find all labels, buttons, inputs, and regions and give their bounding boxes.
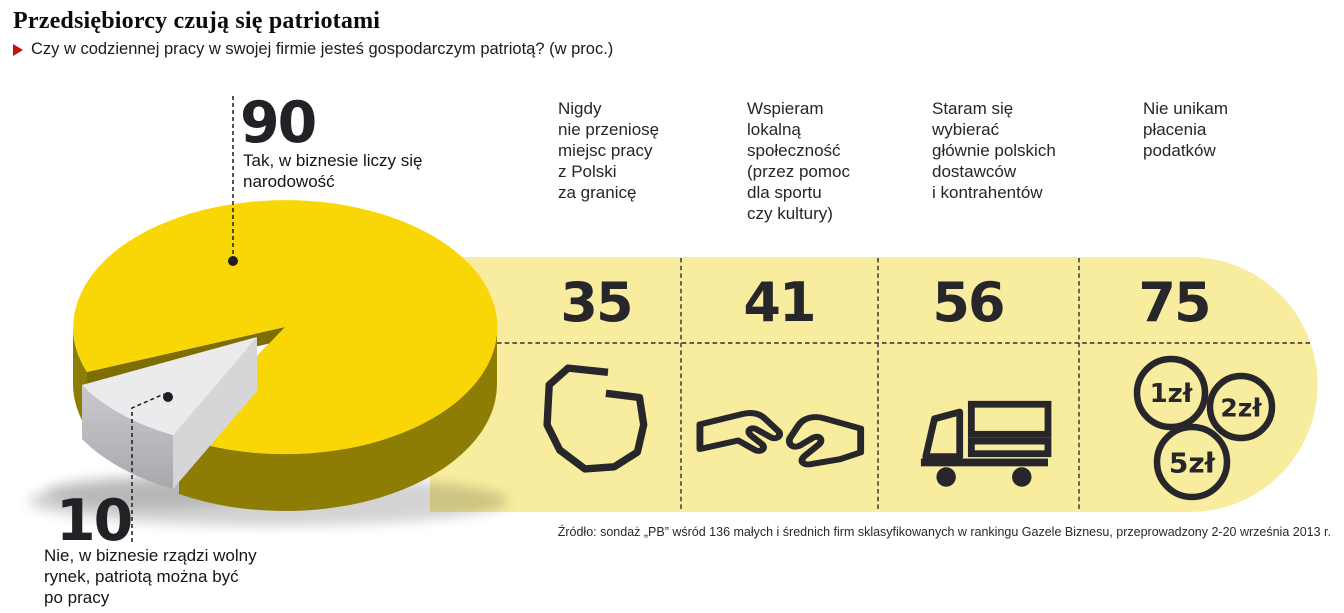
giving-hands-icon bbox=[696, 410, 865, 468]
coin-5zl-label: 5zł bbox=[1169, 447, 1216, 480]
column-header-1: Nigdy nie przeniosę miejsc pracy z Polsk… bbox=[558, 99, 660, 202]
pie-no-slice-front bbox=[173, 337, 257, 489]
leader-dot-10 bbox=[163, 392, 173, 402]
band-dashed-dividers bbox=[497, 258, 1311, 511]
coins-icon: 1zł 2zł 5zł bbox=[1133, 355, 1276, 501]
pie-side-main bbox=[179, 327, 497, 512]
source-note: Źródło: sondaż „PB” wśród 136 małych i ś… bbox=[557, 525, 1331, 539]
leader-line-10 bbox=[131, 393, 165, 542]
chart-question: Czy w codziennej pracy w swojej firmie j… bbox=[13, 40, 613, 59]
page-title: Przedsiębiorcy czują się patriotami bbox=[13, 8, 381, 34]
pie-no-label: Nie, w biznesie rządzi wolny rynek, patr… bbox=[44, 546, 257, 607]
column-header-2: Wspieram lokalną społeczność (przez pomo… bbox=[747, 99, 850, 223]
pie-yes-value: 90 bbox=[240, 90, 317, 156]
column-header-3: Staram się wybierać głównie polskich dos… bbox=[932, 99, 1056, 202]
pie-yes-slice bbox=[73, 200, 498, 455]
pie-no-value: 10 bbox=[56, 488, 133, 554]
poland-map-icon bbox=[543, 364, 648, 473]
column-value-3: 56 bbox=[932, 271, 1005, 334]
pie-no-slice-wall bbox=[82, 385, 173, 489]
column-value-2: 41 bbox=[743, 271, 816, 334]
coin-1zl-label: 1zł bbox=[1150, 379, 1194, 409]
column-value-4: 75 bbox=[1138, 271, 1211, 334]
leader-dot-90 bbox=[228, 256, 238, 266]
column-value-1: 35 bbox=[560, 271, 633, 334]
coin-2zl-label: 2zł bbox=[1220, 394, 1262, 423]
chart-question-text: Czy w codziennej pracy w swojej firmie j… bbox=[31, 40, 614, 58]
column-header-4: Nie unikam płacenia podatków bbox=[1143, 99, 1229, 160]
delivery-truck-icon bbox=[920, 400, 1052, 487]
behaviors-band bbox=[430, 257, 1318, 512]
leader-lines bbox=[131, 96, 234, 542]
bullet-triangle-icon bbox=[13, 43, 23, 56]
pie-yes-label: Tak, w biznesie liczy się narodowość bbox=[243, 151, 423, 191]
pie-no-slice-top bbox=[82, 337, 257, 435]
